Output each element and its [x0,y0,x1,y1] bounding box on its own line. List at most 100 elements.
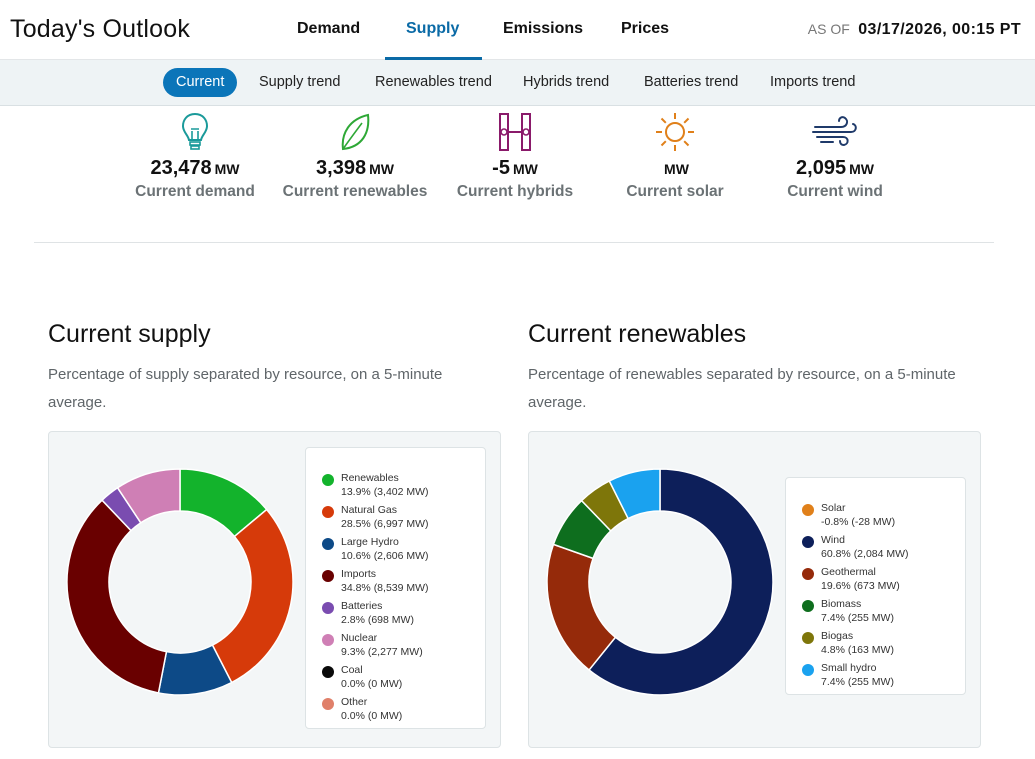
hybrid-icon [435,110,595,154]
legend-value: 2.8% (698 MW) [341,614,414,626]
stat-unit: MW [214,161,240,177]
legend-swatch [802,600,814,612]
as-of-value: 03/17/2026, 00:15 PT [858,21,1021,38]
supply-donut-chart [66,468,294,696]
renewables-legend: Solar -0.8% (-28 MW) Wind 60.8% (2,084 MW) G… [785,477,966,695]
subtab-hybrids-trend[interactable]: Hybrids trend [523,74,610,90]
stat-label: Current renewables [282,183,428,200]
legend-name: Geothermal [821,566,876,578]
stat-current-solar: MW Current solar [595,110,755,203]
donut-slice-small-hydro[interactable] [608,468,661,520]
legend-value: 7.4% (255 MW) [821,612,894,624]
legend-name: Small hydro [821,662,877,674]
top-header: Today's Outlook Demand Supply Emissions … [0,0,1035,60]
as-of-timestamp: AS OF 03/17/2026, 00:15 PT [808,21,1021,39]
stat-current-demand: 23,478 MW Current demand [115,110,275,203]
leaf-icon [275,110,435,154]
sub-navigation: Current Supply trend Renewables trend Hy… [0,60,1035,106]
renewables-donut-chart [546,468,774,696]
legend-swatch [802,632,814,644]
legend-value: 13.9% (3,402 MW) [341,486,429,498]
stat-value: 3,398 [316,157,367,179]
tab-supply[interactable]: Supply [406,20,460,37]
supply-section-description: Percentage of supply separated by resour… [48,366,443,411]
as-of-label: AS OF [807,21,850,37]
legend-name: Imports [341,568,377,580]
stat-current-hybrids: -5 MW Current hybrids [435,110,595,203]
legend-value: 4.8% (163 MW) [821,644,894,656]
legend-name: Wind [821,534,845,546]
subtab-supply-trend[interactable]: Supply trend [259,74,341,90]
lightbulb-icon [115,110,275,154]
legend-name: Biogas [821,630,854,642]
legend-value: 19.6% (673 MW) [821,580,900,592]
subtab-renewables-trend[interactable]: Renewables trend [375,74,492,90]
tab-demand[interactable]: Demand [297,20,361,37]
renewables-chart-card: Solar -0.8% (-28 MW) Wind 60.8% (2,084 MW) G… [528,431,981,748]
subtab-current[interactable]: Current [163,68,238,97]
stat-label: Current demand [135,183,255,200]
legend-value: -0.8% (-28 MW) [821,516,896,528]
stat-unit: MW [369,161,394,177]
donut-slice-geothermal[interactable] [546,543,617,672]
legend-name: Biomass [821,598,862,610]
stat-value: -5 [492,157,510,179]
donut-slice-nuclear[interactable] [116,468,181,524]
legend-value: 10.6% (2,606 MW) [341,550,429,562]
subtab-imports-trend[interactable]: Imports trend [770,74,856,90]
stat-unit: MW [849,161,874,177]
supply-legend: Renewables 13.9% (3,402 MW) Natural Gas 28.… [305,447,486,729]
legend-name: Natural Gas [341,504,398,516]
donut-slice-wind[interactable] [588,468,774,696]
legend-swatch [802,504,814,516]
wind-icon [755,110,915,154]
legend-value: 60.8% (2,084 MW) [821,548,909,560]
supply-section-title: Current supply [48,320,211,348]
legend-swatch [802,568,814,580]
stat-unit: MW [664,161,689,177]
legend-swatch [802,536,814,548]
stat-label: Current solar [626,183,724,200]
legend-swatch [322,570,334,582]
legend-name: Large Hydro [341,536,399,548]
legend-name: Coal [341,664,363,676]
legend-swatch [322,698,334,710]
legend-swatch [322,602,334,614]
tab-prices[interactable]: Prices [621,20,670,37]
legend-value: 34.8% (8,539 MW) [341,582,429,594]
stat-current-wind: 2,095 MW Current wind [755,110,915,203]
tab-emissions[interactable]: Emissions [503,20,584,37]
section-divider [34,242,994,243]
legend-swatch [322,634,334,646]
stat-label: Current hybrids [456,183,574,200]
legend-swatch [322,474,334,486]
legend-value: 0.0% (0 MW) [341,678,403,690]
legend-name: Renewables [341,472,399,484]
renewables-section-title: Current renewables [528,320,747,348]
stat-label: Current wind [787,183,883,200]
subtab-batteries-trend[interactable]: Batteries trend [644,74,739,90]
legend-value: 28.5% (6,997 MW) [341,518,429,530]
donut-slice-natural-gas[interactable] [211,508,294,684]
donut-slice-imports[interactable] [66,499,168,694]
legend-swatch [802,664,814,676]
legend-value: 9.3% (2,277 MW) [341,646,423,658]
legend-value: 7.4% (255 MW) [821,676,894,688]
active-tab-indicator [385,57,482,60]
stat-current-renewables: 3,398 MW Current renewables [275,110,435,203]
legend-name: Other [341,696,368,708]
supply-chart-card: Renewables 13.9% (3,402 MW) Natural Gas 28.… [48,431,501,748]
page-title: Today's Outlook [10,15,191,43]
legend-value: 0.0% (0 MW) [341,710,403,722]
stat-value: 23,478 [150,157,212,179]
legend-name: Nuclear [341,632,378,644]
renewables-section-description: Percentage of renewables separated by re… [528,366,956,411]
legend-name: Batteries [341,600,383,612]
sun-icon [595,110,755,154]
stat-value: 2,095 [796,157,847,179]
legend-swatch [322,666,334,678]
legend-swatch [322,506,334,518]
legend-name: Solar [821,502,846,514]
stat-unit: MW [512,161,538,177]
legend-swatch [322,538,334,550]
